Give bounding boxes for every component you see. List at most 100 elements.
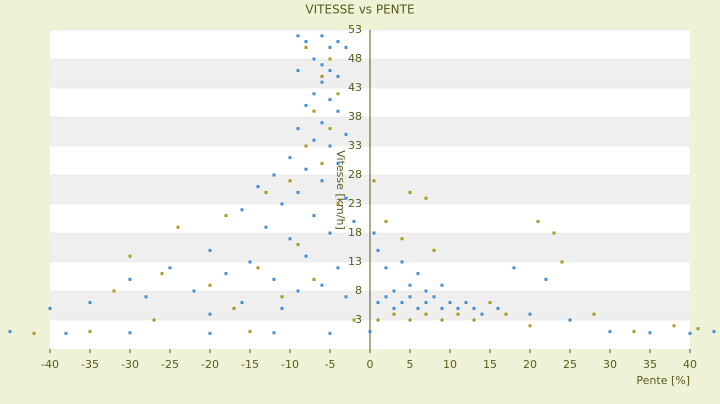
point [384,295,388,299]
point [408,190,412,194]
point [328,127,332,131]
point [280,202,284,206]
point [64,331,68,335]
point [8,330,12,334]
point [304,254,308,258]
point [32,331,36,335]
y-tick-label: 43 [348,81,362,94]
point [288,156,292,160]
point [400,260,404,264]
point [392,289,396,293]
point [336,161,340,165]
x-tick-label: 20 [523,358,537,371]
point [160,272,164,276]
x-tick-label: 35 [643,358,657,371]
point [688,331,692,335]
point [440,283,444,287]
point [712,330,716,334]
point [488,301,492,305]
point [304,144,308,148]
point [400,301,404,305]
point [372,179,376,183]
point [88,301,92,305]
point [376,248,380,252]
x-tick-label: 5 [407,358,414,371]
point [344,295,348,299]
point [592,312,596,316]
point [368,330,372,334]
point [264,225,268,229]
point [336,92,340,96]
x-tick-label: 40 [683,358,697,371]
point [248,330,252,334]
point [344,196,348,200]
point [248,260,252,264]
point [328,45,332,49]
point [256,266,260,270]
point [608,330,612,334]
y-tick-label: 3 [355,313,362,326]
point [224,272,228,276]
point [272,331,276,335]
point [264,190,268,194]
x-tick-label: -10 [281,358,299,371]
point [536,219,540,223]
point [336,266,340,270]
x-tick-label: -15 [241,358,259,371]
y-tick-label: 13 [348,255,362,268]
point [376,301,380,305]
point [424,312,428,316]
point [424,301,428,305]
point [280,295,284,299]
point [208,331,212,335]
x-tick-label: 10 [443,358,457,371]
point [192,289,196,293]
point [440,306,444,310]
chart-title: VITESSE vs PENTE [305,3,414,17]
x-tick-label: 15 [483,358,497,371]
point [568,318,572,322]
point [472,306,476,310]
point [296,289,300,293]
point [312,138,316,142]
x-tick-label: -5 [325,358,336,371]
point [272,173,276,177]
y-tick-label: 28 [348,168,362,181]
point [376,318,380,322]
point [632,330,636,334]
point [416,272,420,276]
point [408,318,412,322]
x-axis-label: Pente [%] [636,374,690,387]
point [456,312,460,316]
point [328,69,332,73]
point [456,306,460,310]
point [544,277,548,281]
point [296,69,300,73]
point [672,324,676,328]
point [464,301,468,305]
point [320,34,324,38]
point [88,330,92,334]
point [480,312,484,316]
point [320,179,324,183]
point [304,40,308,44]
point [256,185,260,189]
point [352,318,356,322]
point [408,283,412,287]
point [560,260,564,264]
point [448,301,452,305]
point [384,266,388,270]
point [384,219,388,223]
point [528,312,532,316]
point [312,109,316,113]
y-tick-label: 33 [348,139,362,152]
point [372,231,376,235]
point [344,132,348,136]
point [112,289,116,293]
point [304,103,308,107]
point [152,318,156,322]
point [424,196,428,200]
point [320,161,324,165]
point [304,45,308,49]
point [296,243,300,247]
